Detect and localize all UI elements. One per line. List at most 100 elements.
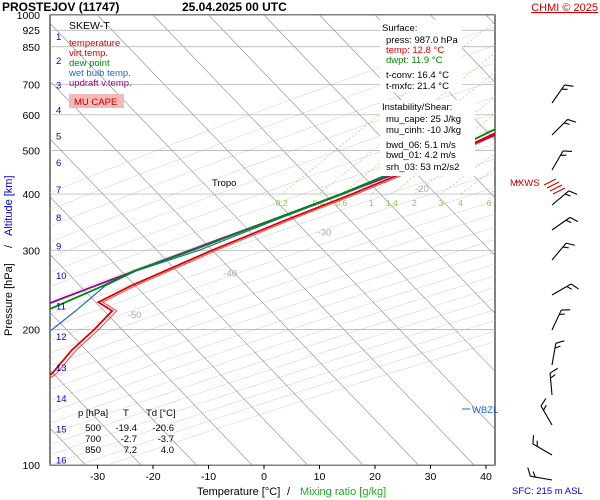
mixing-ratio-label: 8 (508, 198, 513, 208)
isotherm-label: -50 (128, 310, 142, 321)
x-tick-label: -10 (201, 471, 216, 483)
temperature-point (538, 114, 540, 116)
mixing-ratio-label: 6 (487, 198, 492, 208)
surface-elevation: SFC: 215 m ASL (512, 486, 583, 497)
isotherm-label: -40 (223, 268, 237, 279)
wind-barb-icon (549, 367, 558, 396)
isotherm-line (50, 138, 364, 465)
grid-layer: -80 °C-70-60-50-40-30-20-10 °C0.20.40.61… (50, 15, 600, 465)
y-axis-label-altitude: Altitude [km] (3, 175, 15, 236)
mixing-ratio-line (488, 189, 495, 195)
temperature-point (93, 328, 96, 331)
dew-point-point (270, 219, 273, 221)
altitude-tick-label: 5 (56, 131, 61, 142)
mixing-ratio-label: 4 (458, 198, 463, 208)
table-cell: 7.2 (124, 445, 137, 456)
x-tick-label: -20 (145, 471, 160, 483)
dry-adiabat (50, 172, 495, 328)
altitude-tick-label: 3 (56, 80, 61, 91)
pressure-tick-label: 925 (22, 25, 40, 37)
max-wind-barb-icon (543, 178, 566, 195)
mixing-ratio-line (510, 15, 600, 194)
x-axis-label-temp: Temperature [°C] (197, 486, 280, 498)
temperature-point (129, 285, 132, 287)
altitude-tick-label: 13 (56, 363, 67, 374)
surface-tmxfc: t-mxfc: 21.4 °C (386, 81, 449, 92)
dry-adiabat (50, 239, 495, 390)
dry-adiabat (50, 80, 495, 243)
mixing-ratio-label: 1 (369, 198, 374, 208)
table-header-td: Td [°C] (146, 408, 176, 419)
credit-link[interactable]: CHMI © 2025 (531, 2, 598, 14)
isotherm-line (485, 15, 495, 25)
level-table: p [hPa] T Td [°C] 500 -19.4 -20.6 700 -2… (78, 408, 176, 456)
x-axis-label-sep: / (287, 486, 291, 498)
instability-mucape: mu_cape: 25 J/kg (386, 114, 461, 125)
wbzl-label: WBZL (472, 405, 498, 416)
table-cell: 700 (85, 434, 101, 445)
dry-adiabat (50, 275, 495, 424)
mixing-ratio-label: 17 (563, 198, 573, 208)
mixing-ratio-label: 12 (536, 198, 546, 208)
dew-point-point (191, 249, 194, 252)
legend-dew-point: dew point (69, 58, 110, 69)
table-cell: -20.6 (152, 423, 174, 434)
instability-title: Instability/Shear: (382, 102, 452, 113)
x-tick-label: 10 (314, 471, 326, 483)
wind-barb-icon (551, 309, 571, 331)
dry-adiabat (50, 263, 495, 413)
y-axis-title: Pressure [hPa] / Altitude [km] (3, 175, 15, 336)
wind-barb-icon (551, 150, 572, 171)
station-title: PROSTEJOV (11747) (2, 0, 119, 14)
pressure-tick-label: 600 (22, 110, 40, 122)
tropopause-label: Tropo (212, 178, 236, 189)
altitude-tick-label: 10 (56, 271, 67, 282)
instability-bwd01: bwd_01: 4.2 m/s (386, 150, 456, 161)
pressure-tick-label: 300 (22, 245, 40, 257)
x-tick-label: 0 (261, 471, 267, 483)
mixing-ratio-line (568, 15, 600, 194)
altitude-tick-label: 2 (56, 56, 61, 67)
legend-virt-temp: virt.temp. (69, 48, 108, 59)
altitude-tick-label: 9 (56, 242, 61, 253)
wind-barb-icon (551, 216, 579, 231)
altitude-tick-label: 4 (56, 106, 61, 117)
pressure-tick-label: 1000 (17, 10, 41, 22)
mixing-ratio-label: 2 (412, 198, 417, 208)
table-cell: -19.4 (115, 423, 137, 434)
dew-point-point (16, 329, 18, 331)
mixing-ratio-line (281, 20, 495, 195)
instability-info-bg (380, 100, 475, 176)
x-axis-title: Temperature [°C] / Mixing ratio [g/kg] (197, 486, 386, 498)
legend-temperature: temperature (69, 38, 120, 49)
dry-adiabat (50, 62, 495, 227)
temperature-point (497, 131, 499, 133)
isotherm-line (50, 311, 197, 465)
mixing-ratio-label: 1.4 (386, 198, 398, 208)
x-tick-label: 20 (369, 471, 381, 483)
wind-barb-icon (540, 398, 553, 426)
wind-barb-icon (551, 283, 579, 296)
isotherm-line (263, 15, 495, 257)
altitude-tick-label: 15 (56, 425, 67, 436)
legend: SKEW-T temperature virt.temp. dew point … (68, 20, 132, 108)
pressure-tick-label: 100 (22, 460, 40, 472)
dry-adiabat (50, 226, 495, 378)
surface-tconv: t-conv: 16.4 °C (386, 70, 449, 81)
x-axis-label-mix: Mixing ratio [g/kg] (300, 486, 386, 498)
wind-barb-icon (551, 118, 577, 136)
table-cell: -3.7 (158, 434, 174, 445)
mixing-ratio-label: 25 (594, 198, 600, 208)
pressure-tick-label: 850 (22, 42, 40, 54)
dew-point-point (133, 270, 135, 272)
temperature-point (16, 398, 18, 400)
altitude-tick-label: 16 (56, 455, 67, 466)
dew-point-point (488, 131, 491, 133)
temperature-point (576, 98, 578, 100)
isotherm-line (50, 196, 308, 465)
wind-barb-icon (551, 242, 575, 261)
altitude-tick-label: 8 (56, 213, 61, 224)
wind-barb-icon (551, 84, 574, 104)
table-header-p: p [hPa] (78, 408, 108, 419)
surface-title: Surface: (382, 23, 417, 34)
